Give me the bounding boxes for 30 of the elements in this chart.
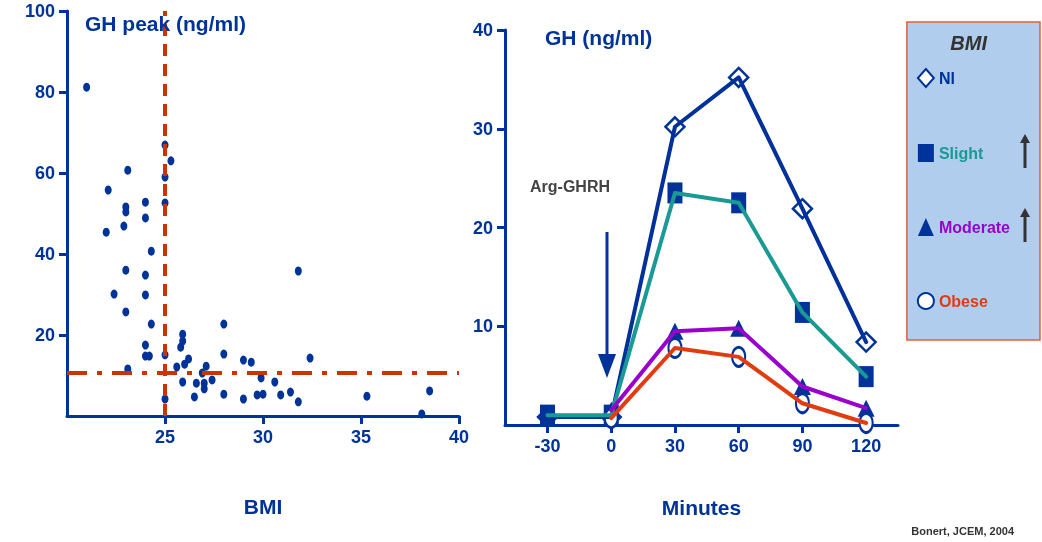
- x-tick-label: 60: [728, 436, 749, 456]
- y-tick-label: 80: [34, 82, 55, 102]
- y-tick-label: 40: [472, 20, 494, 40]
- chart-title: GH (ng/ml): [545, 26, 653, 49]
- x-tick-label: 30: [664, 436, 685, 456]
- legend-label: Slight: [938, 144, 984, 162]
- y-tick-label: 40: [34, 244, 55, 264]
- x-tick-label: 0: [606, 436, 617, 456]
- x-tick-label: 40: [448, 427, 470, 447]
- y-tick-label: 10: [472, 316, 494, 337]
- x-axis-title: Minutes: [661, 496, 742, 519]
- y-tick-label: 30: [472, 118, 494, 139]
- x-tick-label: -30: [534, 436, 561, 456]
- annotation: Arg-GHRH: [530, 178, 610, 196]
- legend-label: Obese: [938, 292, 988, 310]
- y-tick-label: 100: [24, 1, 55, 21]
- x-tick-label: 30: [252, 427, 274, 447]
- y-tick-label: 20: [472, 217, 494, 238]
- legend-label: Moderate: [938, 218, 1011, 236]
- legend-title: BMI: [950, 32, 988, 54]
- x-axis-title: BMI: [243, 495, 283, 518]
- chart-title: GH peak (ng/ml): [85, 12, 247, 35]
- x-tick-label: 120: [851, 436, 882, 456]
- legend-label: Nl: [938, 69, 955, 87]
- x-tick-label: 35: [350, 427, 372, 447]
- x-tick-label: 25: [154, 427, 176, 447]
- x-tick-label: 90: [792, 436, 813, 456]
- text: Bonert, JCEM, 2004: [911, 524, 1015, 537]
- y-tick-label: 20: [34, 325, 55, 345]
- y-tick-label: 60: [34, 163, 55, 183]
